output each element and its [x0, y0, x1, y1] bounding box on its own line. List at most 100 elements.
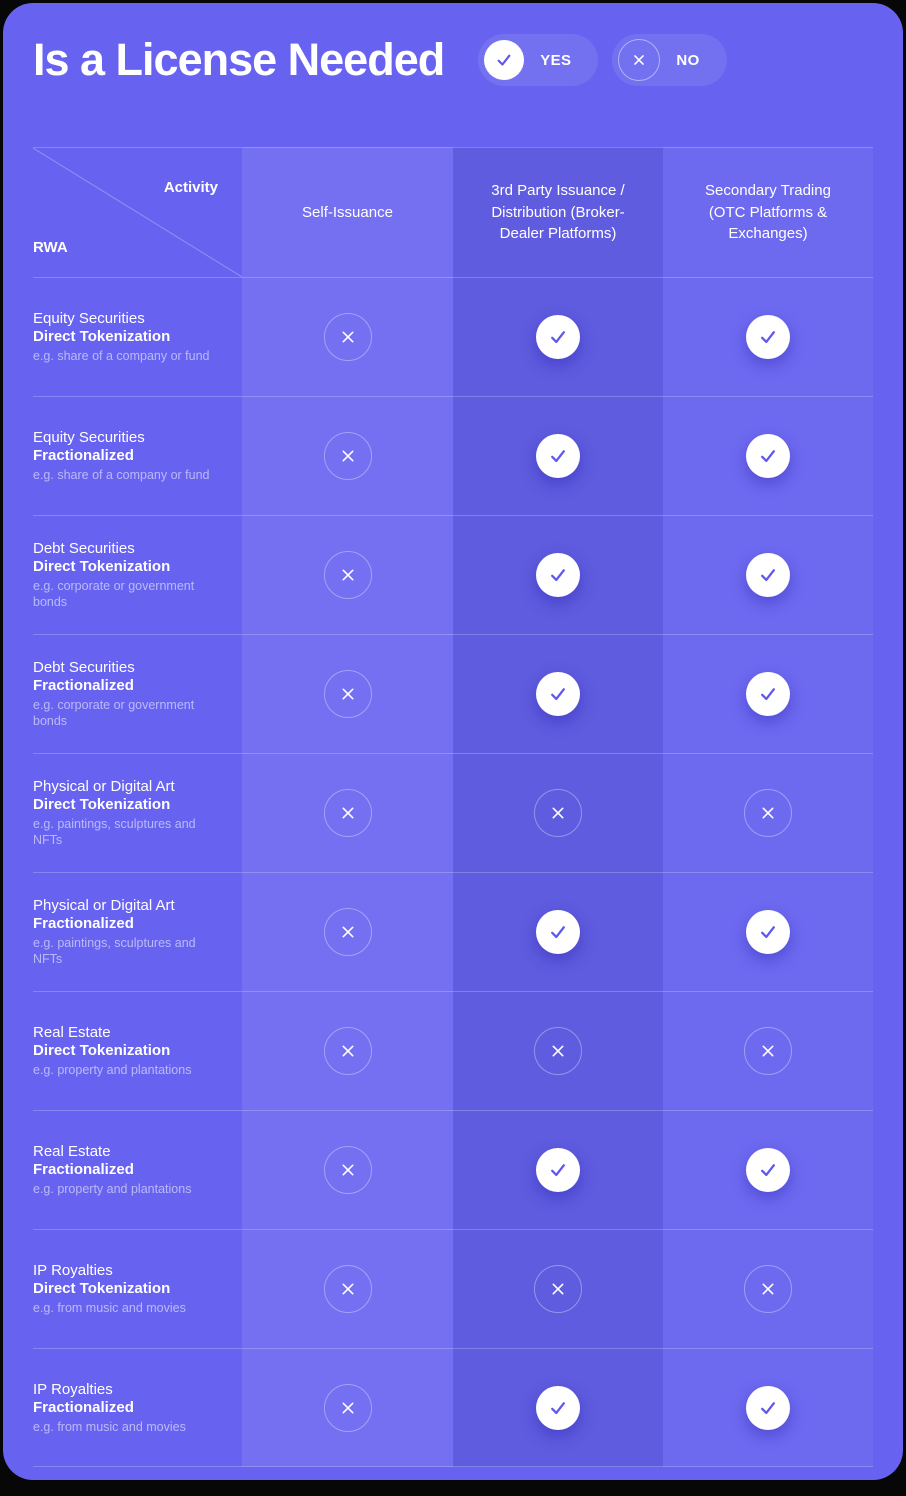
example-text: e.g. from music and movies — [33, 1301, 186, 1315]
value-cell — [242, 277, 453, 396]
row-label: Real Estate Direct Tokenization e.g. prope… — [33, 991, 242, 1110]
cross-icon — [744, 789, 792, 837]
check-icon — [536, 315, 580, 359]
check-icon — [746, 434, 790, 478]
page-title: Is a License Needed — [33, 34, 445, 85]
column-header-self-issuance: Self-Issuance — [242, 147, 453, 277]
cross-icon — [323, 908, 372, 956]
asset-name: Equity Securities — [33, 429, 145, 446]
asset-name: Debt Securities — [33, 659, 135, 676]
legend-no-pill: NO — [612, 34, 727, 86]
example-text: e.g. paintings, sculptures and NFTs — [33, 936, 196, 966]
header: Is a License Needed YES NO — [3, 3, 903, 87]
row-label: IP Royalties Fractionalized e.g. from musi… — [33, 1348, 242, 1467]
row-label: Real Estate Fractionalized e.g. property a… — [33, 1110, 242, 1229]
cross-icon — [323, 789, 372, 837]
row-label: Physical or Digital Art Direct Tokenizati… — [33, 753, 242, 872]
activity-axis-label: Activity — [163, 179, 218, 196]
value-cell — [242, 872, 453, 991]
example-text: e.g. property and plantations — [33, 1063, 192, 1077]
value-cell — [663, 277, 873, 396]
cross-icon — [323, 670, 372, 718]
value-cell — [663, 991, 873, 1110]
check-icon — [746, 1385, 790, 1430]
cross-icon — [323, 1265, 372, 1313]
check-icon — [746, 553, 790, 597]
cross-icon — [323, 1146, 372, 1194]
cross-icon — [744, 1265, 792, 1313]
row-label: Debt Securities Direct Tokenization e.g. c… — [33, 515, 242, 634]
method-name: Fractionalized — [33, 1398, 134, 1416]
example-text: e.g. share of a company or fund — [33, 349, 210, 363]
check-icon — [746, 910, 790, 954]
column-header-3rd-party: 3rd Party Issuance / Distribution (Broke… — [453, 147, 663, 277]
asset-name: Real Estate — [33, 1143, 111, 1160]
cross-icon — [323, 1027, 372, 1075]
asset-name: IP Royalties — [33, 1262, 113, 1279]
check-icon — [746, 315, 790, 359]
asset-name: Physical or Digital Art — [33, 778, 175, 795]
asset-name: Equity Securities — [33, 310, 145, 327]
cross-icon — [323, 313, 372, 361]
value-cell — [663, 872, 873, 991]
cross-icon — [534, 1027, 582, 1075]
method-name: Direct Tokenization — [33, 1280, 171, 1297]
example-text: e.g. corporate or government bonds — [33, 698, 195, 728]
method-name: Fractionalized — [33, 677, 134, 694]
check-icon — [536, 434, 580, 478]
check-icon — [536, 1385, 580, 1430]
cross-icon — [534, 789, 582, 837]
value-cell — [663, 515, 873, 634]
value-cell — [663, 1229, 873, 1348]
value-cell — [242, 991, 453, 1110]
value-cell — [453, 1110, 663, 1229]
license-matrix: Activity RWA Self-Issuance 3rd Party Iss… — [33, 147, 873, 1467]
value-cell — [453, 753, 663, 872]
row-label: Debt Securities Fractionalized e.g. corpor… — [33, 634, 242, 753]
check-icon — [536, 910, 580, 954]
row-label: IP Royalties Direct Tokenization e.g. from… — [33, 1229, 242, 1348]
column-header-secondary-trading: Secondary Trading (OTC Platforms & Excha… — [663, 147, 873, 277]
asset-name: Physical or Digital Art — [33, 897, 175, 914]
check-icon — [536, 553, 580, 597]
value-cell — [453, 872, 663, 991]
legend-yes-label: YES — [540, 51, 572, 69]
cross-icon — [323, 1383, 372, 1432]
diagonal-divider — [33, 148, 242, 277]
check-icon — [746, 672, 790, 716]
cross-icon — [323, 551, 372, 599]
value-cell — [453, 277, 663, 396]
legend-yes-pill: YES — [478, 34, 599, 86]
check-icon — [484, 40, 525, 80]
cross-icon — [323, 432, 372, 480]
asset-name: Debt Securities — [33, 540, 135, 557]
value-cell — [453, 396, 663, 515]
example-text: e.g. share of a company or fund — [33, 468, 210, 482]
value-cell — [242, 753, 453, 872]
cross-icon — [534, 1265, 582, 1313]
license-infographic-card: Is a License Needed YES NO Activity RWA — [3, 3, 903, 1480]
value-cell — [242, 1229, 453, 1348]
method-name: Direct Tokenization — [33, 796, 171, 813]
cross-icon — [618, 39, 661, 81]
value-cell — [453, 1348, 663, 1467]
check-icon — [536, 672, 580, 716]
cross-icon — [744, 1027, 792, 1075]
value-cell — [453, 991, 663, 1110]
value-cell — [242, 515, 453, 634]
rwa-axis-label: RWA — [33, 239, 68, 256]
row-label: Equity Securities Fractionalized e.g. shar… — [33, 396, 242, 515]
value-cell — [242, 1110, 453, 1229]
legend-no-label: NO — [676, 51, 700, 69]
value-cell — [663, 753, 873, 872]
value-cell — [663, 1348, 873, 1467]
row-label: Physical or Digital Art Fractionalized e.g… — [33, 872, 242, 991]
value-cell — [242, 396, 453, 515]
check-icon — [746, 1148, 790, 1192]
check-icon — [536, 1148, 580, 1192]
method-name: Direct Tokenization — [33, 558, 171, 575]
method-name: Fractionalized — [33, 447, 134, 464]
method-name: Direct Tokenization — [33, 1042, 171, 1059]
method-name: Fractionalized — [33, 915, 134, 932]
value-cell — [453, 1229, 663, 1348]
